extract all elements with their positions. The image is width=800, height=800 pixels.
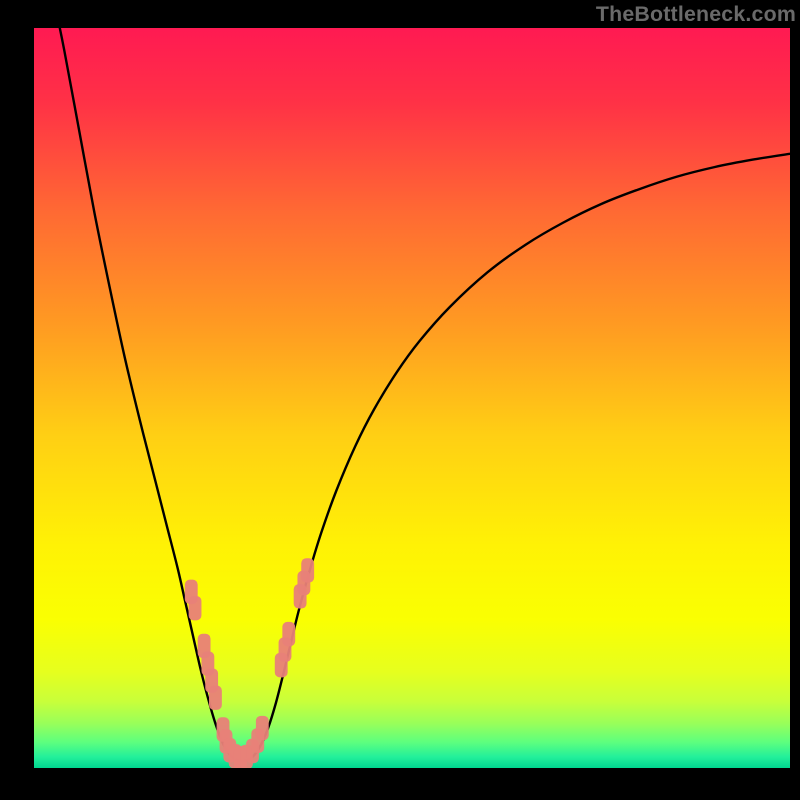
- marker-point: [256, 716, 269, 740]
- marker-point: [301, 558, 314, 582]
- marker-point: [189, 596, 202, 620]
- gradient-plot-area: [34, 28, 790, 768]
- bottleneck-curve: [57, 28, 790, 761]
- chart-svg: [34, 28, 790, 768]
- marker-point: [209, 685, 222, 709]
- marker-point: [282, 622, 295, 646]
- stage: TheBottleneck.com: [0, 0, 800, 800]
